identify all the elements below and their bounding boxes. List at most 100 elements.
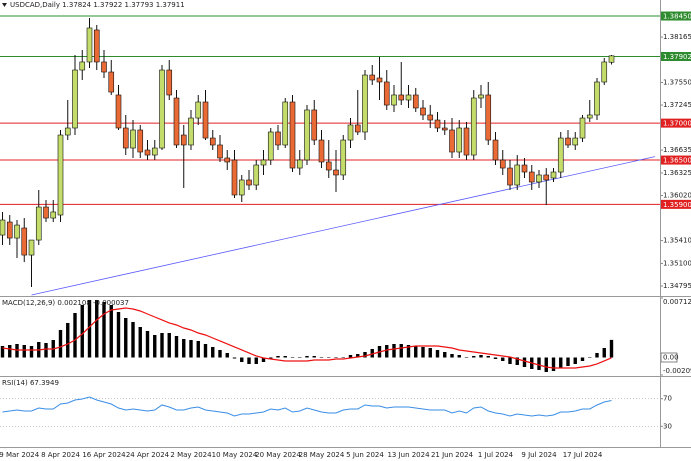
date-label: 28 May 2024: [299, 451, 345, 459]
macd-bar: [501, 357, 505, 361]
candle-body: [579, 117, 586, 139]
candle-body: [347, 124, 354, 141]
macd-bar: [399, 343, 403, 358]
macd-bar: [109, 305, 113, 358]
date-label: 1 Jul 2024: [478, 451, 514, 459]
y-tick-label: 0.007123: [663, 298, 691, 306]
y-tick-label: 1.34795: [663, 282, 691, 290]
candle-body: [188, 117, 194, 146]
candle-body: [21, 227, 28, 256]
candle-body: [35, 206, 42, 241]
indicator-title: MACD(12,26,9) 0.002108 -0.000037: [2, 299, 129, 307]
level-label-box: [661, 155, 691, 165]
y-tick-label: 1.37245: [663, 101, 691, 109]
macd-bar: [573, 357, 577, 364]
macd-bar: [174, 335, 179, 358]
candle-body: [557, 137, 564, 173]
candle-body: [420, 107, 426, 116]
level-label-box: [661, 52, 691, 62]
candle-body: [456, 127, 463, 153]
candle-body: [383, 81, 390, 106]
y-tick-label: -0.002095: [663, 367, 691, 375]
date-label: 10 May 2024: [212, 451, 258, 459]
date-label: 20 May 2024: [255, 451, 301, 459]
macd-bar: [211, 346, 215, 358]
macd-bar: [232, 357, 237, 359]
level-label-box: [661, 11, 691, 21]
candle-body: [282, 101, 289, 146]
candle-body: [304, 109, 310, 161]
y-tick-label: 1.36325: [663, 169, 691, 177]
macd-bar: [312, 355, 316, 358]
candle-body: [86, 27, 93, 63]
candle-body: [43, 206, 49, 219]
candle-body: [362, 74, 368, 133]
candle-body: [209, 137, 216, 146]
level-label: 1.35900: [663, 201, 691, 209]
macd-bar: [472, 355, 476, 358]
level-label-box: [661, 118, 691, 128]
macd-bar: [551, 357, 556, 371]
macd-bar: [341, 356, 345, 358]
candle-body: [151, 147, 158, 156]
macd-bar: [138, 326, 142, 358]
candle-body: [507, 167, 513, 186]
macd-bar: [334, 357, 338, 358]
macd-bar: [196, 340, 200, 358]
candle-body: [318, 139, 325, 163]
candle-body: [115, 94, 122, 129]
date-label: 21 Jun 2024: [431, 451, 474, 459]
candle-body: [499, 159, 506, 169]
candle-body: [354, 124, 361, 133]
candle-body: [543, 174, 550, 181]
candle-body: [441, 127, 448, 131]
date-label: 16 Apr 2024: [82, 451, 126, 459]
candle-body: [246, 179, 252, 186]
candle-body: [289, 101, 296, 169]
signal-line: [2, 307, 612, 369]
candle-body: [130, 129, 136, 149]
candle-body: [267, 131, 274, 161]
macd-bar: [44, 342, 48, 358]
candle-body: [28, 239, 35, 256]
macd-bar: [537, 357, 541, 370]
candle-body: [528, 171, 535, 183]
trend-line: [31, 156, 656, 296]
level-label: 1.36500: [663, 157, 691, 165]
macd-bar: [522, 357, 527, 367]
macd-bar: [182, 338, 186, 358]
macd-bar: [392, 343, 396, 358]
macd-bar: [385, 344, 389, 358]
candle-body: [50, 211, 57, 219]
macd-bar: [240, 357, 244, 362]
candle-body: [449, 129, 455, 153]
macd-bar: [58, 329, 63, 358]
candle-body: [391, 94, 397, 106]
y-tick-label: 0.00: [663, 354, 679, 362]
macd-bar: [595, 352, 599, 358]
y-tick-label: 70: [663, 395, 672, 403]
candle-body: [195, 101, 202, 119]
macd-bar: [203, 343, 208, 358]
macd-bar: [508, 357, 512, 364]
candle-body: [398, 94, 405, 101]
macd-bar: [167, 333, 171, 358]
candle-body: [405, 94, 412, 101]
symbol-menu-icon[interactable]: [2, 3, 7, 7]
macd-bar: [283, 355, 287, 358]
chart-title: USDCAD,Daily 1.37824 1.37922 1.37793 1.3…: [10, 1, 185, 9]
macd-bar: [0, 345, 5, 358]
macd-bar: [153, 334, 157, 358]
macd-bar: [124, 317, 128, 358]
candle-body: [485, 94, 492, 141]
macd-bar: [327, 357, 331, 358]
candle-body: [159, 69, 165, 149]
candle-body: [478, 94, 484, 99]
macd-bar: [544, 357, 548, 372]
date-label: 9 Jul 2024: [521, 451, 557, 459]
macd-bar: [247, 357, 251, 364]
macd-bar: [290, 356, 295, 358]
